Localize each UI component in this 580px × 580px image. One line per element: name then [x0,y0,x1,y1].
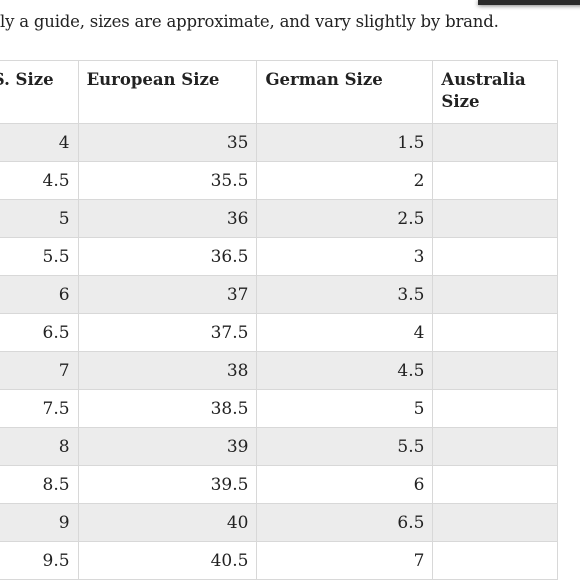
table-cell: 4.5 [256,351,434,390]
header-cell: German Size [256,60,434,124]
table-cell [432,503,558,542]
table-cell: 38 [77,351,258,390]
table-cell [432,465,558,504]
table-cell: 2 [256,161,434,200]
header-cell: Australia Size [432,60,558,124]
table-cell: 40.5 [77,541,258,580]
table-cell [432,389,558,428]
table-row: 4 35 1.5 [0,123,558,162]
table-cell: 5.5 [0,237,79,276]
table-cell: 7 [0,351,79,390]
table-cell [432,351,558,390]
table-row: 8.5 39.5 6 [0,465,558,504]
top-bar [478,0,580,5]
table-cell: 4.5 [0,161,79,200]
table-row: 4.5 35.5 2 [0,161,558,200]
table-cell: 6 [0,275,79,314]
table-cell [432,313,558,352]
table-cell: 36 [77,199,258,238]
table-cell: 39 [77,427,258,466]
table-cell [432,275,558,314]
table-cell [432,541,558,580]
table-row: 9 40 6.5 [0,503,558,542]
table-row: 9.5 40.5 7 [0,541,558,580]
table-cell: 35 [77,123,258,162]
header-cell: European Size [77,60,258,124]
table-body: 4 35 1.5 4.5 35.5 2 5 36 2.5 5.5 36.5 3 6 37 3.5 6.5 37.… [0,123,558,580]
table-cell: 9 [0,503,79,542]
table-cell: 7.5 [0,389,79,428]
caption: ly a guide, sizes are approximate, and v… [0,12,499,31]
table-row: 5 36 2.5 [0,199,558,238]
header-cell: .S. Size [0,60,79,124]
table-cell: 5.5 [256,427,434,466]
table-cell: 37 [77,275,258,314]
table-row: 6 37 3.5 [0,275,558,314]
table-row: 5.5 36.5 3 [0,237,558,276]
table-cell [432,161,558,200]
table-row: 7 38 4.5 [0,351,558,390]
table-cell: 5 [0,199,79,238]
table-row: 7.5 38.5 5 [0,389,558,428]
table-cell: 1.5 [256,123,434,162]
table-cell: 7 [256,541,434,580]
table-cell: 4 [0,123,79,162]
table-cell: 36.5 [77,237,258,276]
table-cell: 8.5 [0,465,79,504]
table-cell: 6.5 [256,503,434,542]
table-cell: 38.5 [77,389,258,428]
table-cell: 37.5 [77,313,258,352]
table-cell: 9.5 [0,541,79,580]
table-cell [432,237,558,276]
table-cell [432,199,558,238]
table-cell: 4 [256,313,434,352]
table-cell [432,123,558,162]
table-cell: 8 [0,427,79,466]
table-cell [432,427,558,466]
table-cell: 3 [256,237,434,276]
table-cell: 5 [256,389,434,428]
table-cell: 6.5 [0,313,79,352]
table-cell: 3.5 [256,275,434,314]
table-row: 6.5 37.5 4 [0,313,558,352]
table-cell: 35.5 [77,161,258,200]
table-cell: 6 [256,465,434,504]
table-cell: 2.5 [256,199,434,238]
table-cell: 39.5 [77,465,258,504]
table-row: 8 39 5.5 [0,427,558,466]
table-cell: 40 [77,503,258,542]
